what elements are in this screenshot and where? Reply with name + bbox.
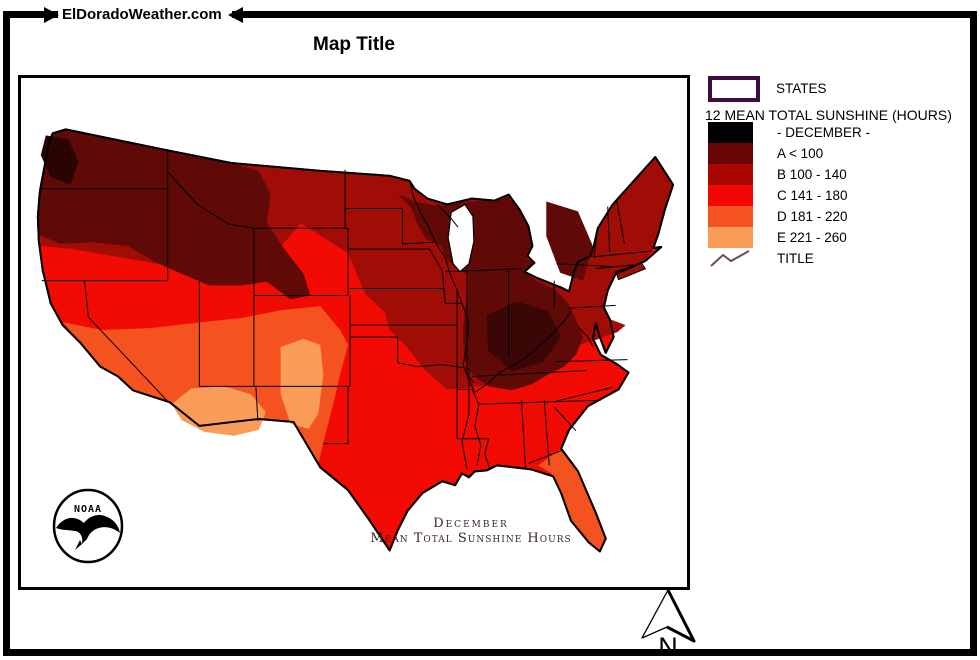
state-borders — [40, 149, 653, 470]
legend-color-ramp: - DECEMBER - A < 100 B 100 - 140 C 141 -… — [708, 122, 870, 269]
zone-darkest-ohio — [486, 301, 562, 372]
legend-row: A < 100 — [708, 143, 870, 164]
states-label: STATES — [776, 81, 827, 96]
north-arrow-shade — [666, 589, 696, 643]
header-arrow-right-icon — [44, 7, 59, 23]
zone-darkest-washington — [40, 135, 79, 185]
legend-swatch-b — [708, 164, 753, 185]
site-title: ElDoradoWeather.com — [58, 4, 232, 26]
legend-row: C 141 - 180 — [708, 185, 870, 206]
us-sunshine-map — [36, 128, 675, 553]
zone-a-pacific-northwest — [37, 129, 311, 300]
legend-swatch-a — [708, 143, 753, 164]
legend-swatch-c — [708, 185, 753, 206]
zone-a-newyork-penn — [546, 201, 593, 281]
map-canvas: NOAA December Mean Total Sunshine Hours — [18, 75, 690, 590]
legend-label: D 181 - 220 — [777, 209, 848, 224]
legend-label: B 100 - 140 — [777, 167, 847, 182]
map-caption: December Mean Total Sunshine Hours — [341, 516, 601, 546]
legend-row: D 181 - 220 — [708, 206, 870, 227]
legend-row: - DECEMBER - — [708, 122, 870, 143]
legend-swatch-e — [708, 227, 753, 248]
legend-line-label: TITLE — [777, 251, 814, 266]
legend-label: A < 100 — [777, 146, 824, 161]
legend-row: E 221 - 260 — [708, 227, 870, 248]
zone-e-new-mexico — [280, 338, 324, 429]
header-arrow-left-icon — [228, 7, 243, 23]
legend-label: - DECEMBER - — [777, 125, 871, 140]
noaa-bird-icon — [56, 514, 120, 544]
legend-label: C 141 - 180 — [777, 188, 848, 203]
north-label: N — [658, 632, 678, 660]
zone-d-florida — [538, 448, 606, 552]
zone-d-southwest — [62, 306, 349, 464]
title-line-icon — [710, 250, 750, 267]
noaa-logo: NOAA — [51, 488, 125, 569]
legend-label: E 221 - 260 — [777, 230, 847, 245]
noaa-bird-tail — [75, 540, 82, 550]
page-title: Map Title — [313, 34, 395, 55]
states-swatch — [708, 76, 760, 102]
map-caption-month: December — [433, 516, 509, 531]
legend-row: B 100 - 140 — [708, 164, 870, 185]
page-frame-border — [3, 11, 977, 656]
lake-michigan — [447, 203, 475, 273]
legend-swatch-black — [708, 122, 753, 143]
north-arrow: N — [630, 586, 706, 660]
us-coast-stroke — [36, 128, 675, 553]
map-caption-subject: Mean Total Sunshine Hours — [370, 531, 572, 546]
noaa-logo-text: NOAA — [74, 504, 102, 515]
legend-swatch-d — [708, 206, 753, 227]
legend-title: 12 MEAN TOTAL SUNSHINE (HOURS) — [705, 107, 952, 123]
legend-title-symbol-row: TITLE — [708, 248, 870, 269]
